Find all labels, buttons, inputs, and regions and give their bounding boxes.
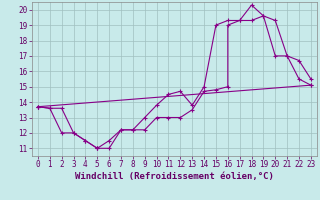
X-axis label: Windchill (Refroidissement éolien,°C): Windchill (Refroidissement éolien,°C) <box>75 172 274 181</box>
